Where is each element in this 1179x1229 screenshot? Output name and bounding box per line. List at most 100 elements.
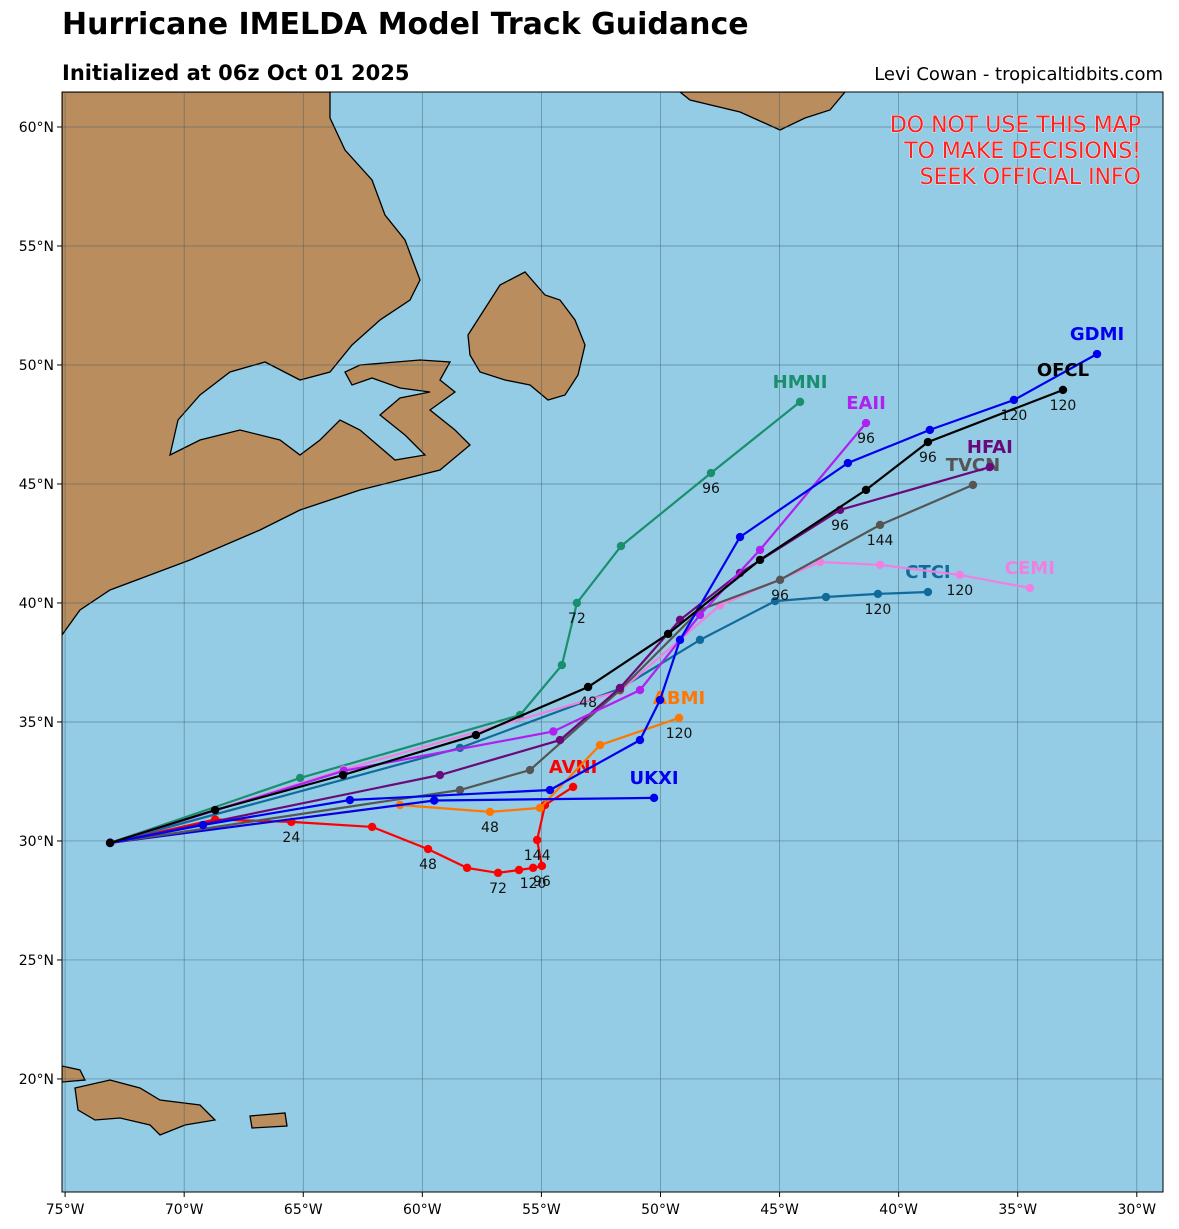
y-tick-label: 25°N: [19, 953, 54, 969]
hour-label: 120: [946, 583, 973, 599]
track-point: [873, 589, 883, 599]
model-label: HFAI: [967, 437, 1013, 458]
x-tick-label: 60°W: [403, 1202, 442, 1218]
track-point: [568, 782, 578, 792]
track-point: [532, 835, 542, 845]
x-tick-label: 35°W: [998, 1202, 1037, 1218]
north-america: [62, 92, 471, 637]
model-label: CTCI: [905, 562, 950, 583]
track-point: [1092, 349, 1102, 359]
track-point: [925, 425, 935, 435]
track-point: [455, 785, 465, 795]
track-point: [423, 844, 433, 854]
track-line: [109, 590, 928, 844]
track-point: [635, 685, 645, 695]
y-tick-label: 55°N: [19, 239, 54, 255]
track-point: [338, 770, 348, 780]
track-point: [649, 793, 659, 803]
hour-label: 96: [702, 481, 720, 497]
cuba: [62, 1065, 87, 1083]
credit: Levi Cowan - tropicaltidbits.com: [874, 64, 1163, 85]
track-point: [1009, 395, 1019, 405]
track-point: [955, 570, 965, 580]
track-point: [537, 861, 547, 871]
hour-label: 72: [489, 881, 507, 897]
track-point: [875, 560, 885, 570]
hour-label: 120: [1050, 398, 1077, 414]
hour-label: 48: [419, 857, 437, 873]
track-point: [583, 682, 593, 692]
x-tick-label: 70°W: [165, 1202, 204, 1218]
track-point: [210, 805, 220, 815]
track-point: [923, 437, 933, 447]
hour-label: 24: [282, 830, 300, 846]
x-tick-label: 45°W: [760, 1202, 799, 1218]
subtitle: Initialized at 06z Oct 01 2025: [62, 61, 409, 85]
puerto-rico: [249, 1112, 288, 1129]
y-tick-label: 35°N: [19, 715, 54, 731]
model-label: EAII: [846, 393, 886, 414]
track-point: [923, 587, 933, 597]
land: [62, 92, 846, 1136]
track-point: [675, 635, 685, 645]
axis-labels: 75°W 70°W 65°W 60°W 55°W 50°W 45°W 40°W 35°W 30°W…: [19, 120, 1157, 1218]
title: Hurricane IMELDA Model Track Guidance: [62, 7, 749, 42]
track-point: [755, 545, 765, 555]
graticule: [62, 92, 1163, 1192]
warning-line: DO NOT USE THIS MAP: [890, 113, 1141, 138]
track-point: [471, 730, 481, 740]
track-point: [635, 735, 645, 745]
track-point: [105, 838, 115, 848]
track-point: [493, 868, 503, 878]
track-line: [109, 401, 801, 844]
track-point: [875, 520, 885, 530]
track-point: [695, 635, 705, 645]
track-point: [775, 575, 785, 585]
track-point: [674, 713, 684, 723]
track-point: [367, 822, 377, 832]
y-tick-label: 45°N: [19, 477, 54, 493]
hour-label: 48: [579, 695, 597, 711]
track-point: [572, 598, 582, 608]
warning-line: TO MAKE DECISIONS!: [903, 139, 1141, 164]
track-point: [555, 735, 565, 745]
track-point: [295, 773, 305, 783]
track-point: [1025, 583, 1035, 593]
hour-label: 48: [481, 820, 499, 836]
track-point: [795, 397, 805, 407]
track-point: [770, 596, 780, 606]
track-point: [595, 740, 605, 750]
hour-label: 120: [1001, 408, 1028, 424]
hour-label: 72: [568, 611, 586, 627]
model-label: OFCL: [1037, 360, 1089, 381]
x-tick-label: 40°W: [879, 1202, 918, 1218]
track-point: [557, 660, 567, 670]
track-point: [695, 610, 705, 620]
warning-line: SEEK OFFICIAL INFO: [920, 165, 1141, 190]
track-point: [655, 695, 665, 705]
track-line: [109, 483, 974, 844]
newfoundland: [467, 271, 586, 401]
track-point: [514, 865, 524, 875]
hour-label: 120: [666, 726, 693, 742]
x-tick-label: 65°W: [284, 1202, 323, 1218]
hour-label: 120: [865, 602, 892, 618]
y-tick-label: 60°N: [19, 120, 54, 136]
track-point: [545, 785, 555, 795]
track-point: [528, 863, 538, 873]
hour-label: 96: [831, 518, 849, 534]
x-tick-label: 55°W: [522, 1202, 561, 1218]
track-point: [615, 683, 625, 693]
track-point: [535, 803, 545, 813]
track-point: [345, 795, 355, 805]
track-point: [985, 462, 995, 472]
track-point: [1058, 385, 1068, 395]
track-point: [821, 592, 831, 602]
track-line: [109, 353, 1098, 844]
track-point: [843, 458, 853, 468]
model-label: ABMI: [653, 688, 705, 709]
y-tick-label: 20°N: [19, 1072, 54, 1088]
hour-label: 144: [524, 848, 551, 864]
